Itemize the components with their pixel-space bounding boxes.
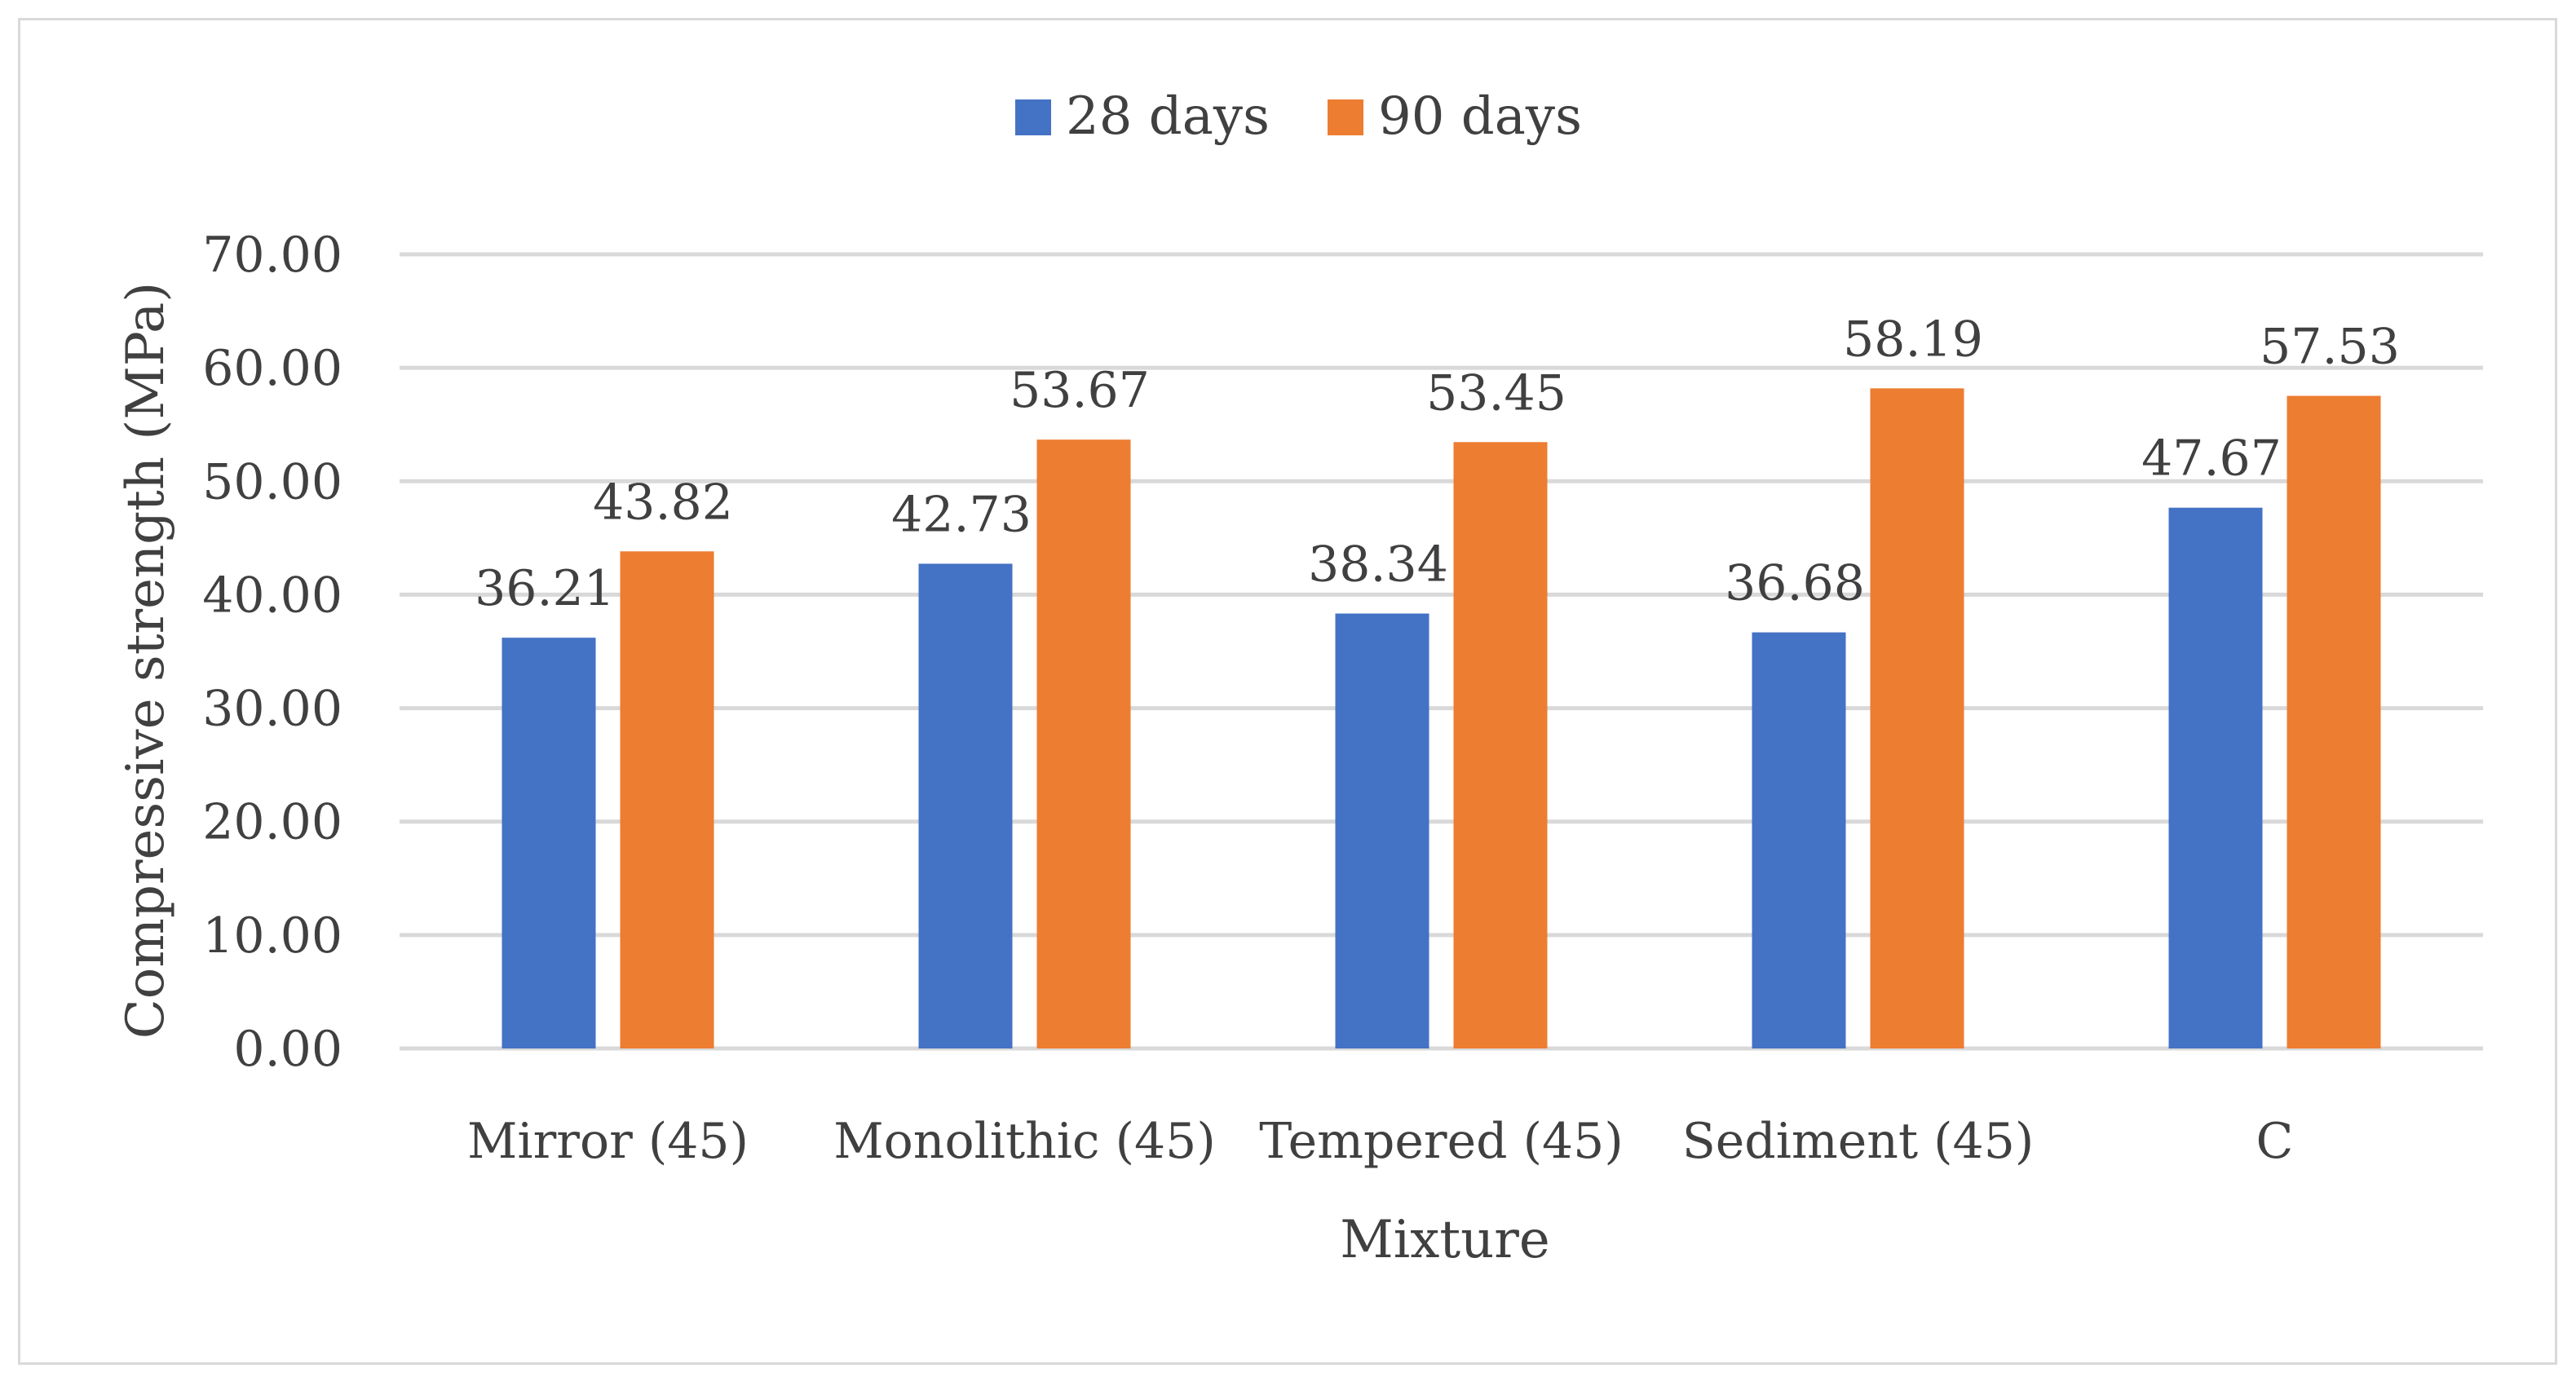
x-axis-ticks: Mirror (45) Monolithic (45) Tempered (45) S… xyxy=(467,1113,2293,1170)
y-tick-label: 70.00 xyxy=(202,227,342,284)
bar-series-2 xyxy=(1870,388,1964,1048)
y-tick-label: 10.00 xyxy=(202,907,342,964)
x-tick-label: Mirror (45) xyxy=(467,1113,749,1170)
y-axis-title: Compressive strength (MPa) xyxy=(116,282,176,1039)
y-axis-ticks: 0.00 10.00 20.00 30.00 40.00 50.00 60.00 70.00 xyxy=(202,227,342,1078)
x-tick-label: Monolithic (45) xyxy=(833,1113,1216,1170)
y-tick-label: 0.00 xyxy=(233,1021,342,1078)
data-label: 53.67 xyxy=(1010,362,1150,419)
data-label: 53.45 xyxy=(1426,364,1566,422)
y-tick-label: 60.00 xyxy=(202,340,342,397)
data-label: 42.73 xyxy=(891,486,1032,543)
x-tick-label: Tempered (45) xyxy=(1259,1113,1624,1170)
data-label: 36.21 xyxy=(475,560,615,617)
x-tick-label: C xyxy=(2256,1113,2294,1170)
x-axis-title: Mixture xyxy=(1340,1210,1550,1270)
legend-label: 90 days xyxy=(1378,86,1582,147)
data-labels: 36.21 43.82 42.73 53.67 38.34 53.45 36.68 58.19… xyxy=(475,311,2400,617)
bar-series-2 xyxy=(2287,395,2381,1049)
bar-series-1 xyxy=(1335,613,1429,1048)
chart-frame xyxy=(18,18,2557,1365)
bar-series-2 xyxy=(620,551,714,1048)
legend: 28 days 90 days xyxy=(1015,86,1582,147)
bar-series-2 xyxy=(1453,442,1548,1048)
data-label: 58.19 xyxy=(1843,311,1983,368)
bar-series-1 xyxy=(502,638,596,1048)
data-label: 47.67 xyxy=(2141,430,2282,488)
data-label: 38.34 xyxy=(1308,536,1448,594)
bars xyxy=(502,388,2381,1049)
legend-swatch xyxy=(1015,99,1051,135)
bar-series-1 xyxy=(918,563,1013,1048)
data-label: 43.82 xyxy=(593,474,733,531)
bar-series-1 xyxy=(2168,507,2263,1048)
legend-label: 28 days xyxy=(1066,86,1270,147)
y-tick-label: 50.00 xyxy=(202,453,342,510)
data-label: 36.68 xyxy=(1725,555,1865,612)
legend-swatch xyxy=(1328,99,1363,135)
bar-series-2 xyxy=(1036,439,1131,1048)
x-tick-label: Sediment (45) xyxy=(1682,1113,2035,1170)
data-label: 57.53 xyxy=(2260,319,2400,376)
y-tick-label: 30.00 xyxy=(202,681,342,738)
bar-series-1 xyxy=(1752,632,1846,1048)
y-tick-label: 20.00 xyxy=(202,794,342,851)
gridlines xyxy=(400,252,2483,1051)
y-tick-label: 40.00 xyxy=(202,567,342,624)
